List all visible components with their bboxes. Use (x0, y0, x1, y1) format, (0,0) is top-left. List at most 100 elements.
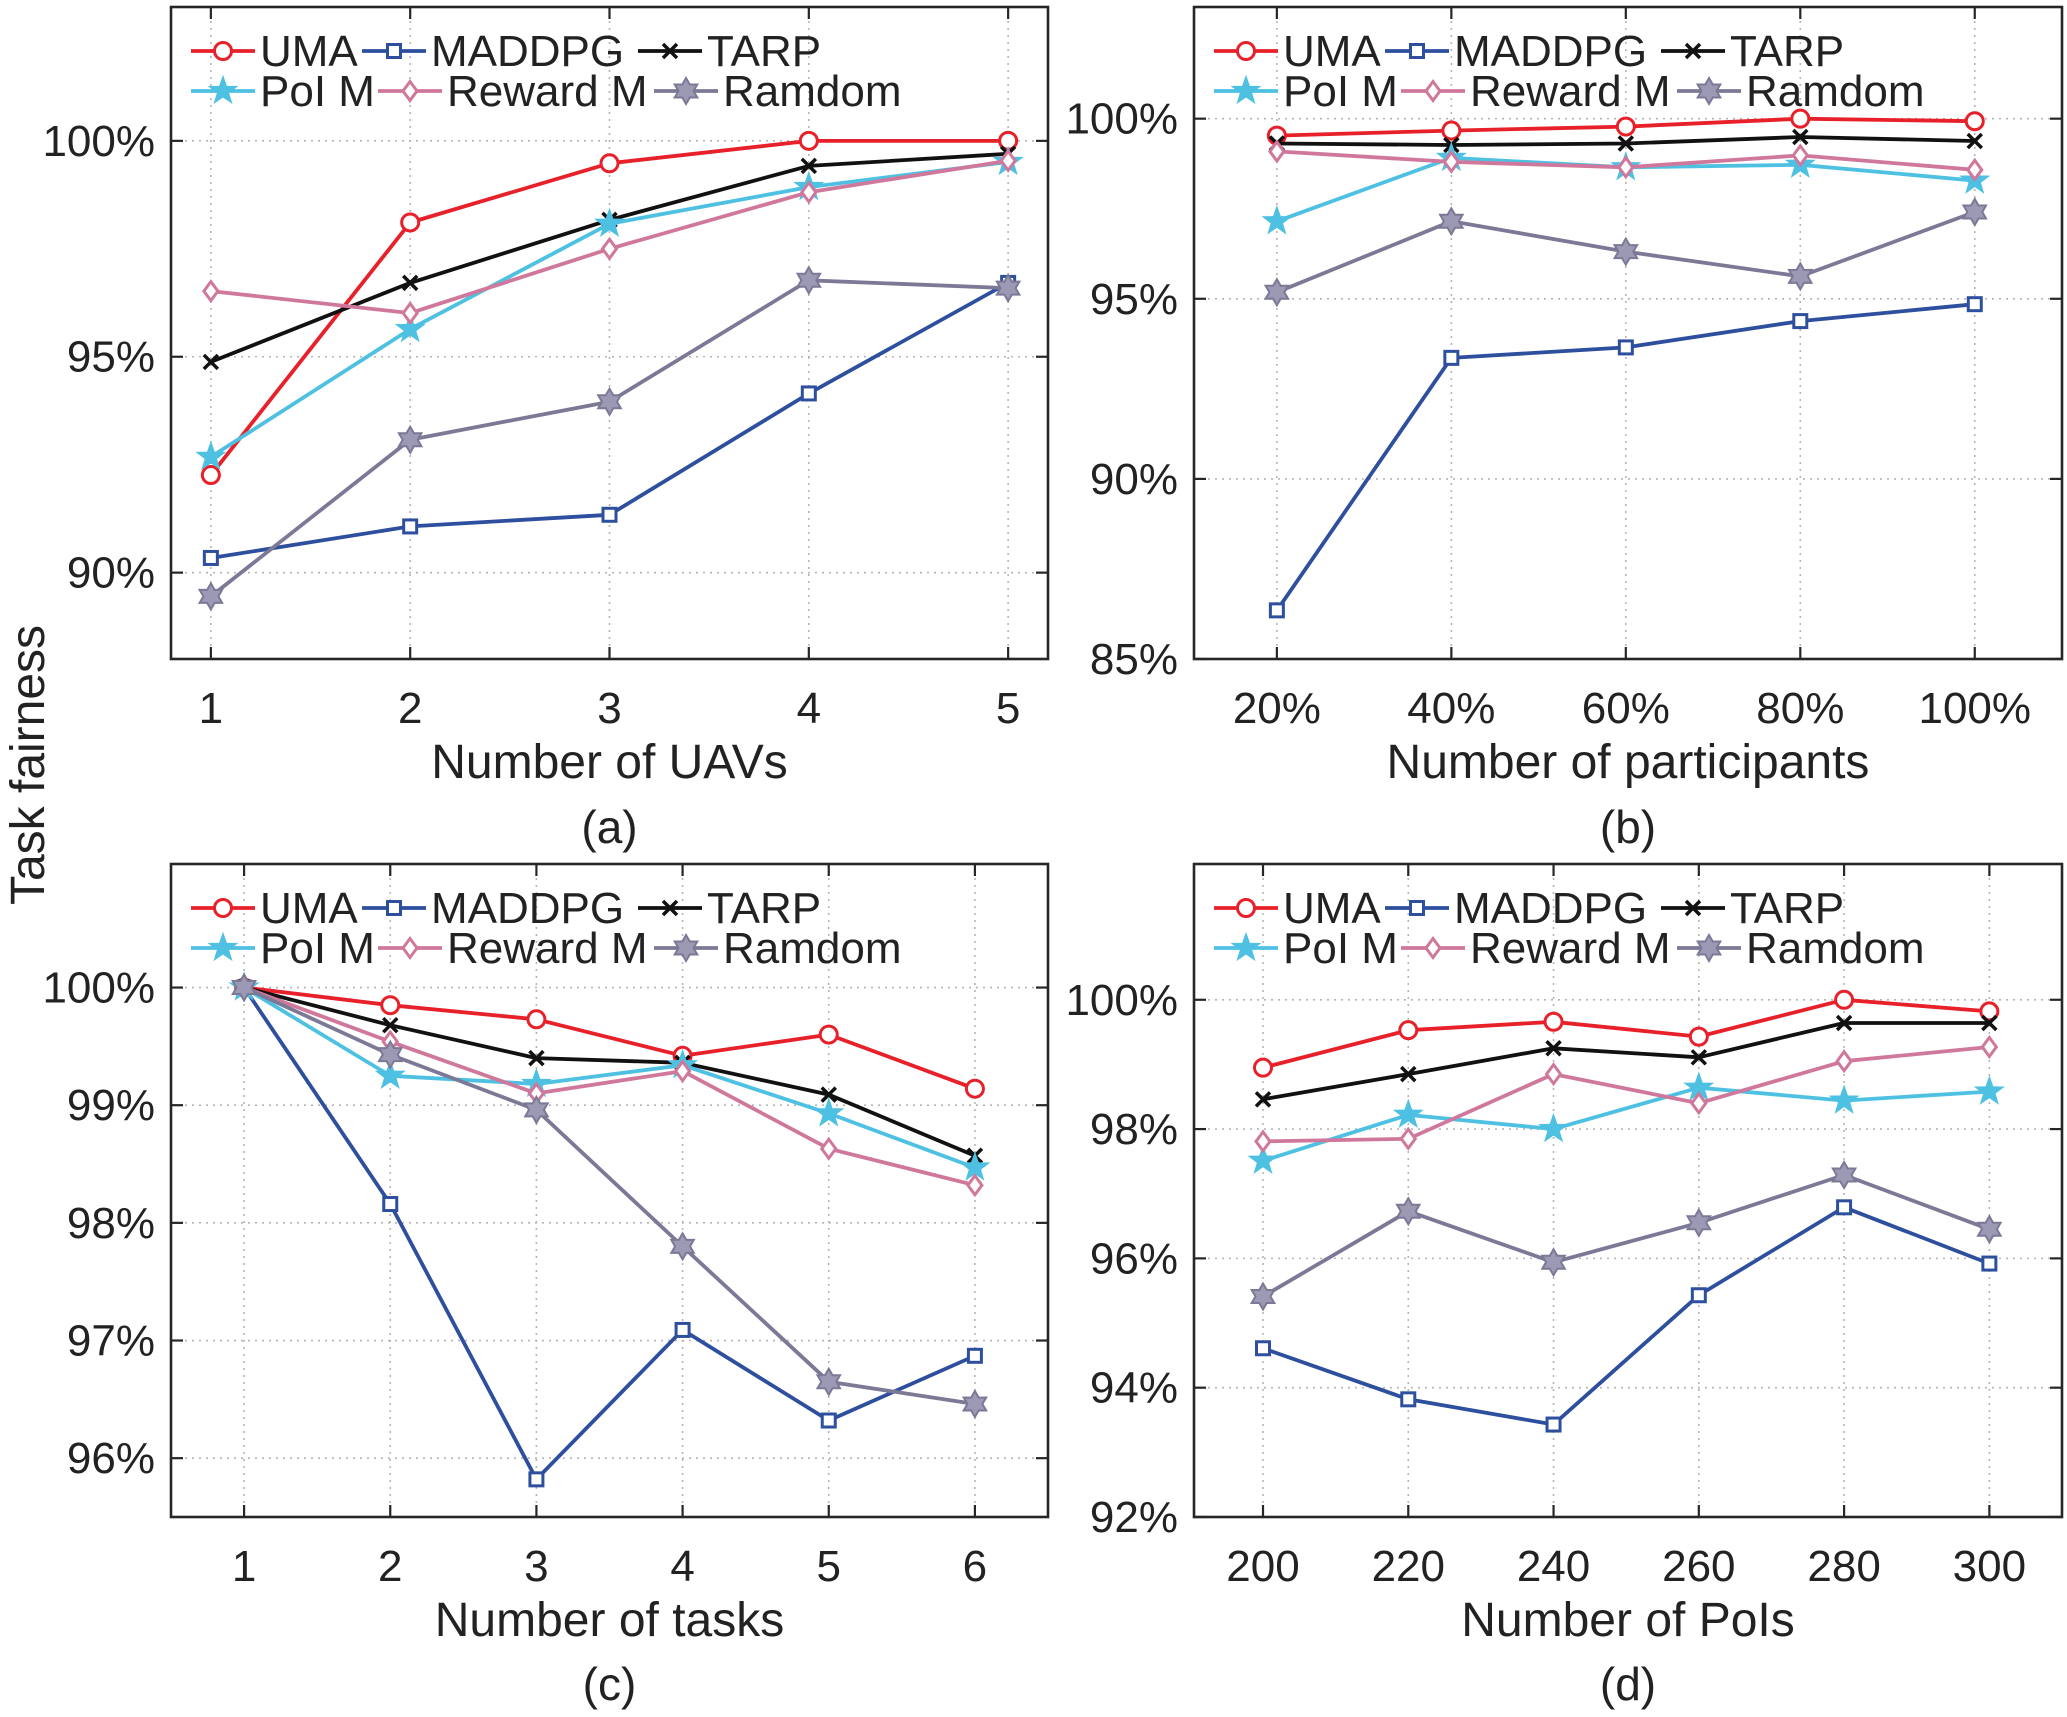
series-ramdom (1263, 196, 1988, 308)
data-point-maddpg (1400, 1391, 1417, 1408)
x-axis-label-a: Number of UAVs (431, 736, 788, 789)
legend-label-uma: UMA (1283, 27, 1381, 76)
data-point-ramdom (669, 1231, 696, 1262)
data-point-reward-m (1544, 1062, 1563, 1087)
legend-marker-tarp (1684, 899, 1702, 917)
data-point-reward-m (1399, 1126, 1418, 1151)
data-point-ramdom (596, 386, 623, 417)
x-axis-label-b: Number of participants (1387, 736, 1870, 789)
data-point-tarp (202, 353, 220, 371)
legend-entry-poi-m: PoI M (1214, 924, 1398, 973)
y-tick-label: 96% (67, 1434, 155, 1483)
legend-label-reward-m: Reward M (1470, 924, 1671, 973)
data-point-ramdom (1438, 206, 1465, 237)
data-point-maddpg (528, 1471, 545, 1488)
data-point-uma (798, 130, 819, 151)
panel-d: 200 220 240 260 280 300 92% 94% 96% 98% 100% UMA MAD… (1065, 862, 2064, 1710)
data-point-tarp (820, 1086, 837, 1103)
series-line-ramdom (243, 985, 976, 1406)
x-axis-label-c: Number of tasks (435, 1594, 784, 1647)
y-tick-label: 100% (42, 964, 155, 1013)
data-point-maddpg (1981, 1255, 1998, 1272)
series-poi-m (1247, 1071, 2005, 1174)
series-line-uma (243, 985, 976, 1091)
data-point-ramdom (1685, 1207, 1712, 1238)
legend-label-poi-m: PoI M (1283, 924, 1398, 973)
x-tick-label: 3 (524, 1542, 548, 1591)
legend-marker-uma (1236, 898, 1256, 918)
y-tick-label: 90% (67, 549, 155, 598)
legend-label-uma: UMA (260, 27, 358, 76)
legend-entry-tarp: TARP (638, 884, 821, 933)
data-point-ramdom (995, 273, 1022, 304)
data-point-maddpg (1690, 1287, 1707, 1304)
data-point-tarp (1617, 135, 1635, 152)
data-point-reward-m (799, 180, 818, 205)
x-tick-label: 20% (1233, 684, 1321, 733)
legend-marker-tarp (661, 42, 679, 60)
y-tick-label: 98% (67, 1199, 155, 1248)
x-tick-label: 1 (232, 1542, 256, 1591)
legend-marker-maddpg (1409, 900, 1425, 916)
axes-box (1192, 862, 2064, 1519)
data-point-uma (964, 1078, 985, 1099)
legend-label-poi-m: PoI M (260, 67, 375, 116)
x-tick-label: 1 (199, 684, 223, 733)
data-point-ramdom (1263, 277, 1290, 308)
legend-entry-poi-m: PoI M (191, 924, 375, 973)
data-point-reward-m (1965, 157, 1984, 182)
data-point-tarp (1966, 132, 1983, 150)
x-axis-label-d: Number of PoIs (1461, 1594, 1794, 1647)
legend-marker-reward-m (1424, 935, 1442, 961)
data-point-maddpg (601, 506, 618, 523)
series-line-tarp (1262, 1021, 1990, 1102)
data-point-ramdom (961, 1388, 988, 1420)
x-tick-label: 2 (378, 1542, 402, 1591)
data-point-ramdom (1961, 196, 1988, 228)
legend-entry-tarp: TARP (1661, 27, 1844, 76)
legend-entry-uma: UMA (1214, 884, 1381, 933)
legend-marker-uma (213, 898, 233, 918)
y-tick-label: 100% (1065, 976, 1178, 1025)
series-reward-m (1268, 139, 1984, 182)
data-point-ramdom (197, 581, 224, 612)
data-point-tarp (401, 274, 419, 292)
data-point-uma (1441, 120, 1462, 141)
data-point-ramdom (1249, 1281, 1277, 1312)
legend-label-tarp: TARP (707, 884, 821, 933)
plot-background (1194, 7, 2062, 659)
legend-entry-ramdom: Ramdom (654, 924, 902, 973)
data-point-maddpg (382, 1196, 399, 1213)
legend-entry-tarp: TARP (638, 27, 821, 76)
data-point-reward-m (673, 1059, 692, 1084)
x-tick-label: 4 (670, 1542, 694, 1591)
data-point-reward-m (819, 1136, 838, 1161)
data-point-poi-m (374, 1059, 406, 1089)
series-line-maddpg (1262, 1205, 1991, 1427)
y-tick-label: 92% (1090, 1493, 1178, 1542)
data-point-reward-m (1616, 155, 1635, 180)
legend-entry-ramdom: Ramdom (1677, 924, 1925, 973)
data-point-poi-m (1247, 1144, 1279, 1174)
data-point-tarp (1981, 1014, 1998, 1032)
panel-caption-c: (c) (583, 1658, 637, 1710)
series-line-uma (1262, 997, 1990, 1070)
data-point-uma (1688, 1026, 1709, 1047)
data-point-ramdom (377, 1039, 404, 1070)
data-point-maddpg (402, 518, 419, 535)
data-point-ramdom (1612, 236, 1639, 267)
legend-entry-tarp: TARP (1661, 884, 1844, 933)
legend-marker-poi-m (1230, 931, 1262, 962)
legend-entry-reward-m: Reward M (378, 67, 648, 116)
data-point-uma (1543, 1011, 1564, 1032)
data-point-uma (818, 1024, 839, 1045)
x-tick-label: 300 (1953, 1542, 2026, 1591)
data-point-poi-m (195, 440, 227, 471)
series-maddpg (1255, 1199, 1998, 1433)
series-ramdom (197, 265, 1022, 612)
legend-marker-ramdom (1695, 932, 1723, 964)
data-point-ramdom (795, 265, 822, 296)
legend-entry-reward-m: Reward M (1401, 67, 1671, 116)
data-point-maddpg (1617, 339, 1634, 356)
series-line-maddpg (242, 986, 976, 1482)
